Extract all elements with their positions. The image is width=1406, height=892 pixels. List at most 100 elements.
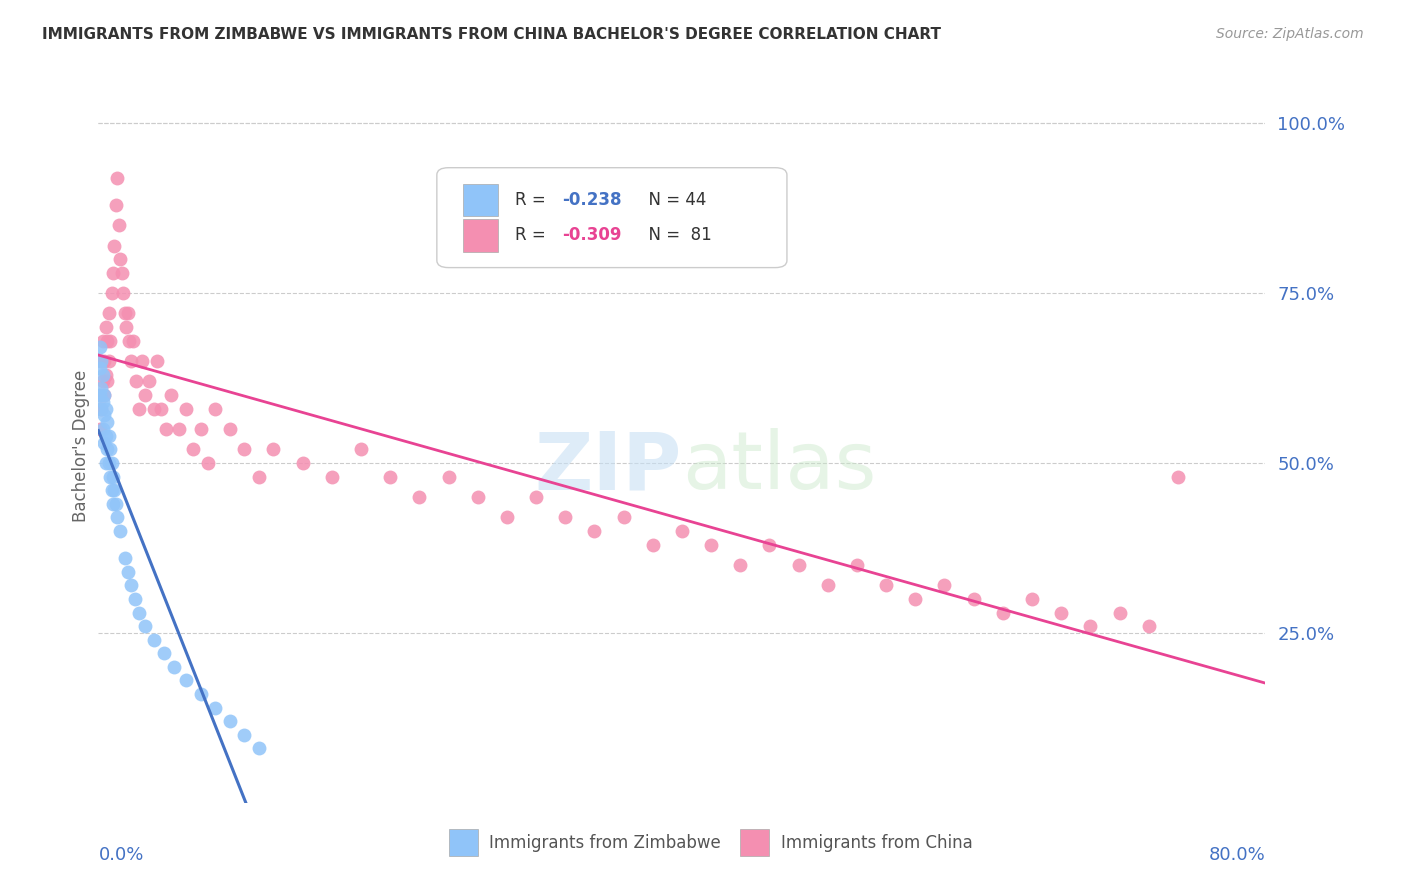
Point [125,375,148,389]
Point [111,266,134,280]
Point [138,375,160,389]
Point [174,673,197,688]
Text: N =  81: N = 81 [637,227,711,244]
Bar [463,219,498,252]
Point [93,388,115,402]
Point [98,334,121,348]
Point [167,422,190,436]
Point [146,354,169,368]
Point [612,510,634,524]
Point [94,320,117,334]
Text: Immigrants from Zimbabwe: Immigrants from Zimbabwe [489,834,721,852]
Point [100,286,122,301]
Point [117,306,139,320]
Point [134,619,156,633]
Text: R =: R = [515,227,551,244]
Point [108,218,131,232]
Point [378,469,402,483]
Point [728,558,751,572]
Point [128,401,150,416]
Point [155,422,177,436]
Point [495,510,517,524]
Point [91,334,114,348]
Point [174,401,197,416]
Text: R =: R = [515,191,551,209]
Point [114,551,136,566]
Point [94,429,117,443]
Bar [449,830,478,856]
Point [583,524,606,538]
Point [117,565,139,579]
Point [98,469,121,483]
Text: 80.0%: 80.0% [1209,846,1265,863]
Point [554,510,576,524]
Point [437,469,460,483]
Point [90,381,112,395]
Point [89,360,111,375]
Text: 0.0%: 0.0% [98,846,143,863]
Point [101,497,124,511]
Text: atlas: atlas [682,428,876,507]
Point [120,578,142,592]
Point [93,409,115,423]
Point [90,401,112,416]
Point [110,252,132,266]
Text: -0.238: -0.238 [562,191,621,209]
Point [96,442,118,457]
Point [204,700,226,714]
Point [112,286,135,301]
Point [247,469,270,483]
Point [96,334,118,348]
Point [100,456,122,470]
Point [128,606,150,620]
Point [101,469,124,483]
Bar [463,184,498,216]
Point [1050,606,1073,620]
Point [89,341,111,355]
Point [91,368,114,382]
Text: Source: ZipAtlas.com: Source: ZipAtlas.com [1216,27,1364,41]
Point [934,578,956,592]
Point [291,456,314,470]
Point [91,422,114,436]
Point [89,388,111,402]
Point [94,456,117,470]
Point [190,687,212,701]
Point [758,537,780,551]
Point [142,401,165,416]
Point [1080,619,1102,633]
Point [218,714,240,729]
Point [160,388,183,402]
Point [103,238,125,252]
Point [104,198,127,212]
Point [1108,606,1130,620]
Point [97,306,120,320]
Point [247,741,270,756]
Point [97,429,120,443]
Point [93,354,115,368]
Point [89,388,111,402]
Point [94,368,117,382]
Bar [741,830,769,856]
Point [124,591,146,606]
Point [134,388,156,402]
Point [94,401,117,416]
Text: -0.309: -0.309 [562,227,621,244]
Point [91,375,114,389]
Point [110,524,132,538]
Text: Immigrants from China: Immigrants from China [782,834,973,852]
Point [101,266,124,280]
Point [875,578,897,592]
Point [90,354,112,368]
Point [98,442,121,457]
Point [1167,469,1189,483]
Point [96,375,118,389]
Point [153,646,176,660]
Point [96,415,118,429]
Point [90,354,112,368]
Point [97,354,120,368]
Point [97,456,120,470]
Point [104,497,127,511]
Point [233,728,256,742]
Point [103,483,125,498]
